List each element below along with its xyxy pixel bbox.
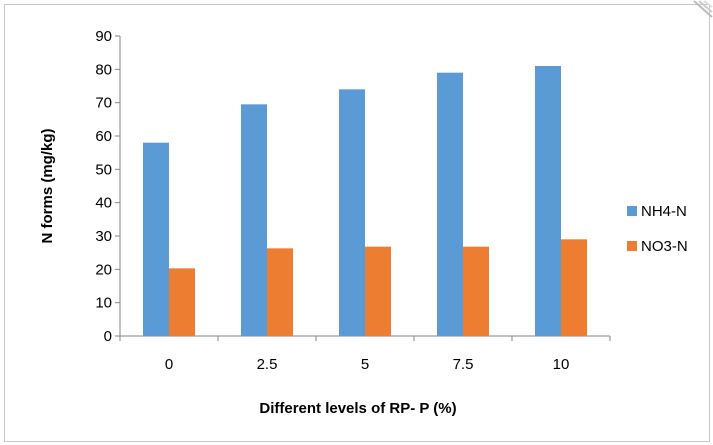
bar-nh4-n-7.5 bbox=[437, 72, 463, 337]
y-tick-label: 70 bbox=[95, 95, 112, 112]
y-tick-label: 10 bbox=[95, 295, 112, 312]
bar-no3-n-10 bbox=[561, 239, 587, 336]
x-tick-label: 2.5 bbox=[257, 356, 278, 373]
bars bbox=[143, 66, 587, 337]
chart-frame bbox=[4, 4, 710, 442]
x-ticks: 0 2.5 5 7.5 10 bbox=[119, 336, 611, 373]
bar-nh4-n-0 bbox=[143, 142, 169, 336]
y-tick-label: 90 bbox=[95, 28, 112, 45]
x-tick-label: 10 bbox=[553, 356, 570, 373]
legend: NH4-N NO3-N bbox=[627, 203, 688, 255]
y-axis-title: N forms (mg/kg) bbox=[39, 128, 56, 243]
y-tick-label: 80 bbox=[95, 61, 112, 78]
y-tick-label: 60 bbox=[95, 128, 112, 145]
y-tick-label: 0 bbox=[104, 328, 112, 345]
bar-no3-n-2.5 bbox=[267, 248, 293, 336]
y-axis: 0 10 20 30 40 50 60 70 80 90 bbox=[95, 28, 121, 345]
legend-label-nh4-n: NH4-N bbox=[641, 203, 687, 220]
bar-nh4-n-2.5 bbox=[241, 104, 267, 336]
y-tick-label: 40 bbox=[95, 195, 112, 212]
bar-nh4-n-10 bbox=[535, 66, 561, 336]
x-tick-label: 5 bbox=[361, 356, 369, 373]
legend-label-no3-n: NO3-N bbox=[641, 238, 688, 255]
page-curl-icon bbox=[693, 0, 713, 18]
legend-swatch-no3-n bbox=[627, 241, 637, 251]
x-tick-label: 0 bbox=[165, 356, 173, 373]
bar-no3-n-5 bbox=[365, 246, 391, 336]
y-ticks: 0 10 20 30 40 50 60 70 80 90 bbox=[95, 28, 120, 345]
x-axis: 0 2.5 5 7.5 10 bbox=[119, 335, 611, 373]
legend-swatch-nh4-n bbox=[627, 206, 637, 216]
x-tick-label: 7.5 bbox=[453, 356, 474, 373]
bar-no3-n-7.5 bbox=[463, 246, 489, 336]
y-tick-label: 50 bbox=[95, 161, 112, 178]
x-axis-title: Different levels of RP- P (%) bbox=[259, 400, 456, 417]
bar-no3-n-0 bbox=[169, 268, 195, 336]
y-tick-label: 20 bbox=[95, 261, 112, 278]
y-tick-label: 30 bbox=[95, 228, 112, 245]
bar-nh4-n-5 bbox=[339, 89, 365, 336]
